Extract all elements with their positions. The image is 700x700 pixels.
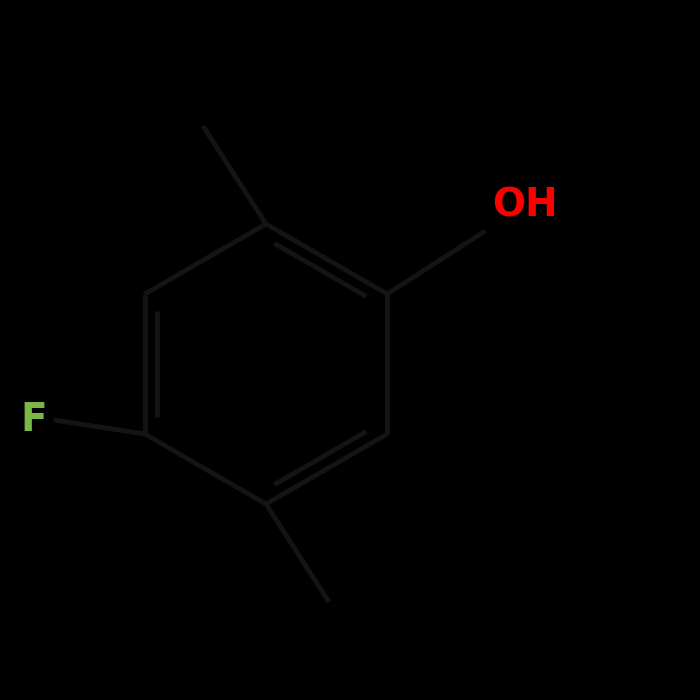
Text: F: F: [20, 401, 47, 439]
Text: OH: OH: [492, 186, 558, 224]
